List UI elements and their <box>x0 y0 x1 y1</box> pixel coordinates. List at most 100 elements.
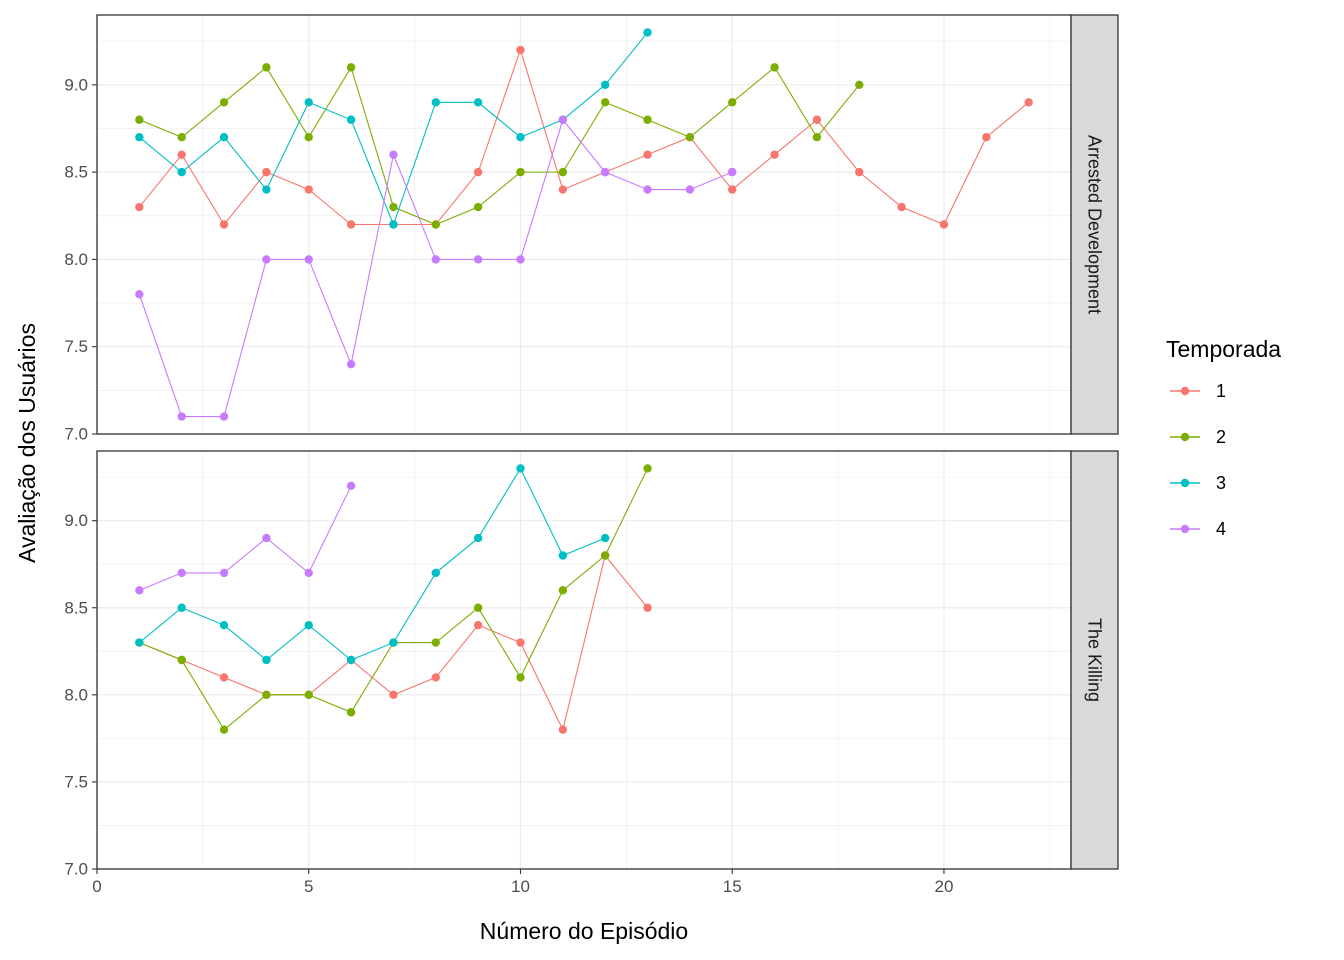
data-point-temporada-2 <box>728 98 737 107</box>
data-point-temporada-3 <box>516 133 525 142</box>
y-tick-label: 9.0 <box>64 75 88 94</box>
facet-panel: Arrested Development 7.0 7.5 8.0 8.5 9.0 <box>64 14 1119 444</box>
data-point-temporada-1 <box>855 167 864 177</box>
data-point-temporada-2 <box>304 690 313 700</box>
data-point-temporada-3 <box>389 638 398 647</box>
data-point-temporada-3 <box>177 167 186 177</box>
facet-strip-label: Arrested Development <box>1085 135 1105 314</box>
data-point-temporada-1 <box>473 620 483 630</box>
data-point-temporada-4 <box>304 255 313 264</box>
data-point-temporada-1 <box>728 185 737 194</box>
data-point-temporada-2 <box>304 133 313 142</box>
data-point-temporada-3 <box>600 80 610 90</box>
data-point-temporada-4 <box>177 568 186 578</box>
y-tick-label: 7.5 <box>64 337 88 356</box>
series-line-temporada-1 <box>138 48 1029 226</box>
data-point-temporada-4 <box>135 290 144 299</box>
data-point-temporada-3 <box>177 603 186 612</box>
facet-panel: The Killing 7.0 7.5 8.0 8.5 9.0 0 5 10 15 20 <box>64 450 1119 896</box>
data-point-temporada-1 <box>558 725 568 734</box>
data-point-temporada-3 <box>135 133 144 142</box>
data-point-temporada-4 <box>219 568 229 578</box>
data-point-temporada-3 <box>516 464 525 473</box>
data-point-temporada-4 <box>728 167 737 177</box>
data-point-temporada-2 <box>431 220 440 229</box>
data-point-temporada-3 <box>558 551 568 560</box>
legend: Temporada 1 2 3 4 <box>1166 336 1281 539</box>
data-point-temporada-2 <box>135 115 144 124</box>
data-point-temporada-2 <box>219 725 229 734</box>
data-point-temporada-2 <box>558 586 568 595</box>
data-point-temporada-4 <box>262 255 271 264</box>
data-point-temporada-2 <box>600 551 610 560</box>
data-point-temporada-1 <box>812 115 822 124</box>
data-point-temporada-2 <box>177 133 186 142</box>
data-point-temporada-2 <box>262 63 271 72</box>
data-point-temporada-4 <box>516 255 525 264</box>
data-point-temporada-4 <box>262 533 271 543</box>
data-point-temporada-1 <box>643 150 652 159</box>
series-line-temporada-3 <box>139 467 606 661</box>
data-point-temporada-4 <box>431 255 440 264</box>
series-line-temporada-4 <box>139 485 352 591</box>
data-point-temporada-2 <box>262 690 271 700</box>
data-point-temporada-3 <box>473 533 483 543</box>
x-tick-label: 20 <box>934 877 953 896</box>
facet-strip <box>1070 450 1119 870</box>
data-point-temporada-1 <box>431 673 440 682</box>
legend-key-point <box>1180 524 1190 534</box>
data-point-temporada-1 <box>516 45 525 55</box>
data-point-temporada-3 <box>431 568 440 578</box>
data-point-temporada-2 <box>346 63 356 72</box>
data-point-temporada-2 <box>473 603 483 612</box>
data-point-temporada-4 <box>346 481 356 491</box>
data-point-temporada-3 <box>262 185 271 194</box>
data-point-temporada-2 <box>516 673 525 682</box>
data-point-temporada-1 <box>982 133 991 142</box>
y-tick-label: 7.0 <box>64 860 88 879</box>
data-point-temporada-2 <box>431 638 440 647</box>
data-point-temporada-3 <box>346 115 356 124</box>
data-point-temporada-1 <box>558 185 568 194</box>
x-tick-label: 5 <box>304 877 313 896</box>
data-point-temporada-1 <box>389 690 398 700</box>
y-tick-label: 8.0 <box>64 685 88 704</box>
x-tick-label: 15 <box>723 877 742 896</box>
panel-background <box>97 15 1071 434</box>
data-point-temporada-4 <box>135 586 144 595</box>
data-point-temporada-1 <box>219 673 229 682</box>
y-tick-label: 9.0 <box>64 511 88 530</box>
data-point-temporada-1 <box>177 150 186 159</box>
legend-key-point <box>1180 432 1190 442</box>
data-point-temporada-4 <box>643 185 652 194</box>
data-point-temporada-2 <box>346 708 356 717</box>
x-tick-label: 10 <box>511 877 530 896</box>
data-point-temporada-1 <box>643 603 652 612</box>
data-point-temporada-3 <box>219 133 229 142</box>
legend-title: Temporada <box>1166 336 1281 362</box>
data-point-temporada-2 <box>558 167 568 177</box>
data-point-temporada-2 <box>643 464 652 473</box>
data-point-temporada-3 <box>219 620 229 630</box>
data-point-temporada-1 <box>262 167 271 177</box>
data-point-temporada-1 <box>135 202 144 212</box>
data-point-temporada-3 <box>135 638 144 647</box>
data-point-temporada-4 <box>685 185 695 194</box>
data-point-temporada-4 <box>558 115 568 124</box>
data-point-temporada-2 <box>177 655 186 665</box>
data-point-temporada-3 <box>600 533 610 543</box>
data-point-temporada-2 <box>812 133 822 142</box>
data-point-temporada-1 <box>219 220 229 229</box>
facet-strip <box>1070 14 1119 435</box>
data-point-temporada-4 <box>177 412 186 421</box>
y-tick-label: 8.5 <box>64 163 88 182</box>
data-point-temporada-3 <box>389 220 398 229</box>
data-point-temporada-1 <box>473 167 483 177</box>
legend-key-point <box>1180 478 1190 488</box>
legend-key-point <box>1180 386 1190 396</box>
legend-label: 3 <box>1216 473 1226 493</box>
data-point-temporada-1 <box>516 638 525 647</box>
y-tick-label: 8.5 <box>64 598 88 617</box>
data-point-temporada-4 <box>389 150 398 159</box>
